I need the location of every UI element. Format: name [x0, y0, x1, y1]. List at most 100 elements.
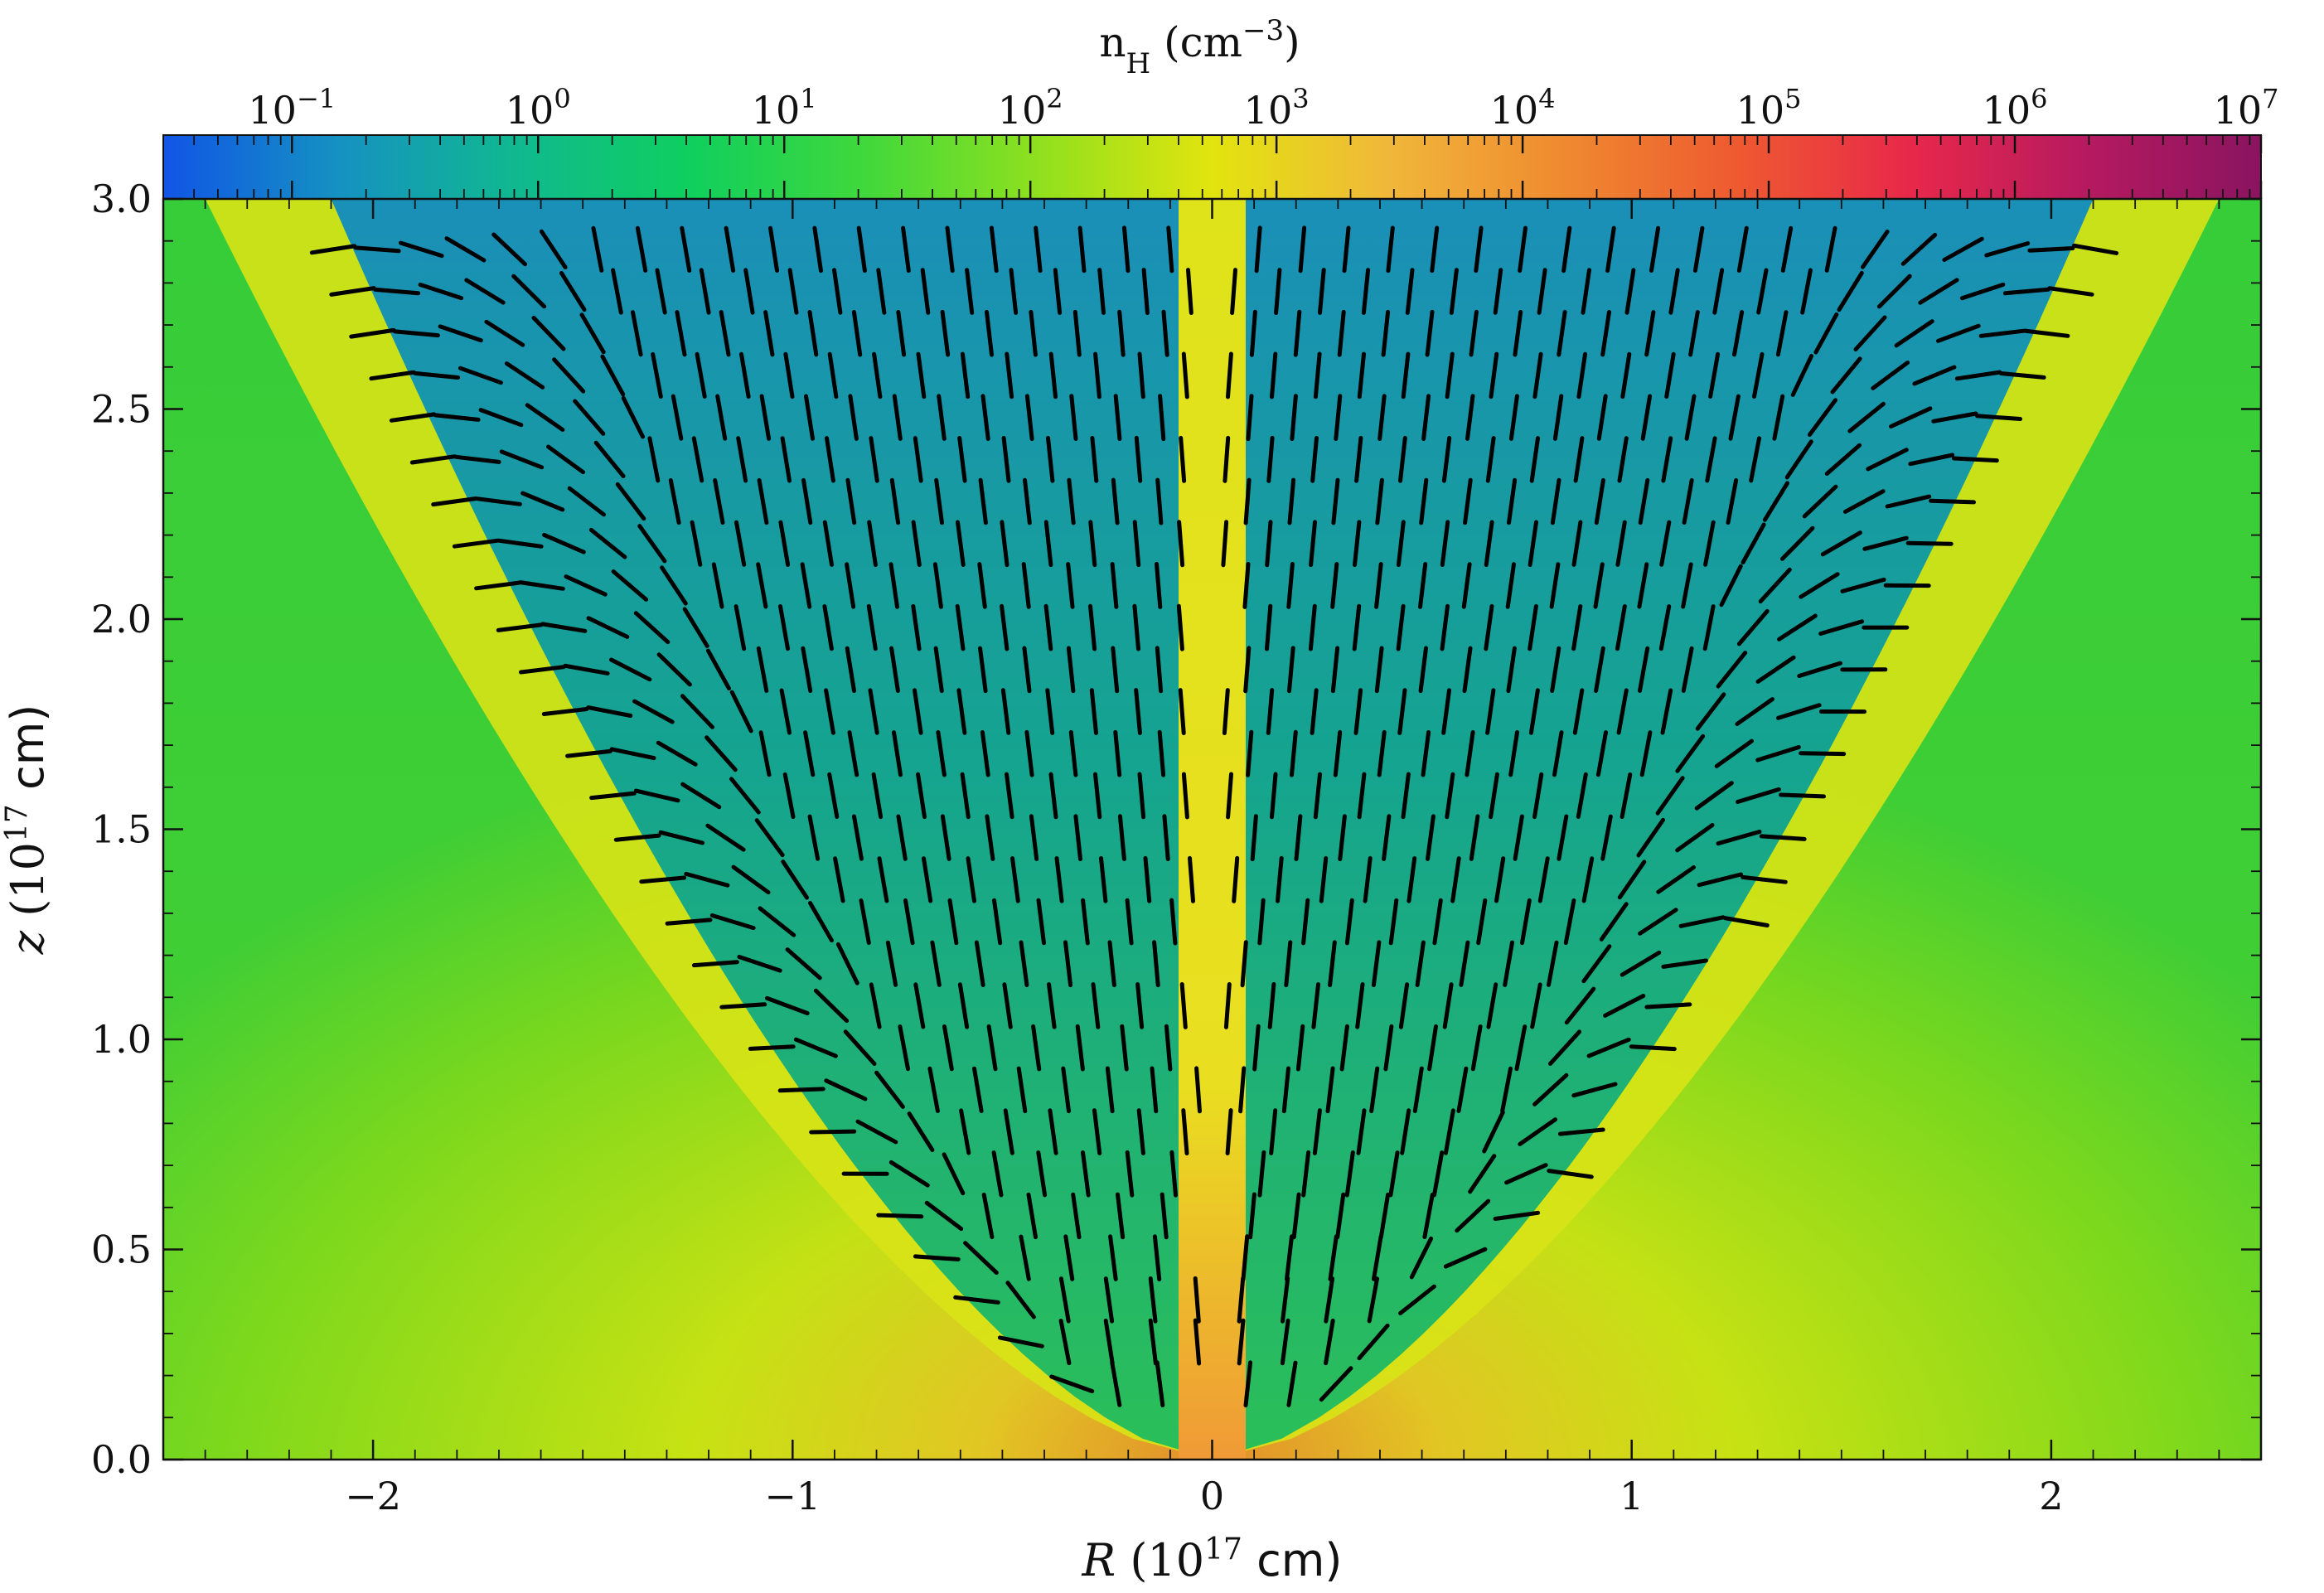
polarization-segment	[1728, 394, 1741, 441]
polarization-segment	[957, 982, 970, 1029]
polarization-segment	[1000, 520, 1009, 568]
polarization-segment	[1361, 268, 1371, 315]
polarization-segment	[866, 603, 878, 651]
polarization-segment	[1092, 1108, 1102, 1155]
polarization-segment	[1465, 394, 1475, 441]
polarization-segment	[1871, 361, 1910, 390]
polarization-segment	[1548, 1029, 1581, 1066]
polarization-segment	[1223, 435, 1231, 483]
polarization-segment	[1134, 688, 1142, 735]
polarization-segment	[1019, 1234, 1031, 1281]
polarization-segment	[1735, 697, 1774, 726]
polarization-segment	[793, 1037, 838, 1058]
polarization-segment	[1377, 729, 1387, 777]
polarization-segment	[945, 225, 955, 274]
polarization-segment	[1790, 354, 1814, 397]
polarization-segment	[1176, 603, 1184, 651]
polarization-segment	[1048, 351, 1058, 399]
y-tick-label: 1.0	[91, 1017, 152, 1062]
polarization-segment	[431, 496, 478, 507]
polarization-segment	[1759, 834, 1807, 841]
polarization-segment	[705, 823, 746, 852]
polarization-segment	[1022, 646, 1032, 694]
polarization-segment	[911, 603, 922, 651]
polarization-segment	[1290, 729, 1298, 777]
y-axis-ticks	[163, 197, 2261, 1461]
polarization-segment	[1489, 351, 1499, 399]
polarization-segment	[1537, 268, 1547, 315]
polarization-segment	[613, 833, 661, 842]
polarization-segment	[491, 232, 527, 267]
polarization-segment	[1333, 729, 1343, 777]
polarization-segment	[1031, 1024, 1042, 1072]
polarization-segment	[824, 1078, 868, 1102]
polarization-segment	[1066, 562, 1075, 609]
polarization-segment	[1800, 268, 1813, 315]
x-tick-label: 2	[2039, 1474, 2063, 1518]
polarization-segment	[1371, 940, 1382, 987]
polarization-segment	[1319, 856, 1329, 903]
polarization-segment	[1975, 414, 2022, 421]
polarization-segment	[671, 394, 684, 441]
polarization-segment	[1861, 230, 1890, 269]
polarization-segment	[1732, 310, 1745, 357]
polarization-segment	[1009, 268, 1019, 315]
polarization-segment	[1675, 823, 1715, 853]
polarization-segment	[520, 491, 565, 512]
polarization-segment	[868, 688, 879, 735]
polarization-segment	[418, 283, 464, 301]
polarization-segment	[916, 351, 927, 399]
polarization-segment	[1557, 310, 1567, 357]
y-tick-label: 1.5	[91, 807, 152, 852]
polarization-segment	[1459, 940, 1470, 987]
polarization-segment	[978, 646, 988, 694]
polarization-segment	[1120, 1024, 1129, 1072]
polarization-segment	[682, 607, 709, 648]
polarization-segment	[586, 616, 630, 639]
polarization-segment	[1257, 898, 1266, 946]
polarization-segment	[1243, 646, 1252, 694]
polarization-segment	[1034, 225, 1043, 274]
polarization-segment	[589, 791, 637, 801]
polarization-segment	[1286, 1360, 1298, 1407]
polarization-segment	[932, 562, 943, 609]
polarization-segment	[1242, 562, 1251, 609]
polarization-segment	[1179, 982, 1188, 1029]
polarization-segment	[1470, 1024, 1483, 1072]
polarization-segment	[1504, 1163, 1548, 1185]
polarization-segment	[452, 538, 500, 549]
polarization-segment	[719, 1002, 767, 1010]
polarization-segment	[1702, 604, 1716, 651]
polarization-segment	[1664, 351, 1676, 399]
polarization-segment	[779, 688, 792, 735]
y-tick-label: 2.5	[91, 387, 152, 432]
polarization-segment	[1441, 436, 1452, 483]
colorbar-label: nH (cm−3)	[1099, 14, 1300, 80]
polarization-segment	[876, 1213, 924, 1219]
polarization-segment	[695, 351, 707, 399]
y-tick-label: 0.0	[91, 1437, 152, 1482]
polarization-segment	[1093, 351, 1101, 399]
polarization-segment	[1005, 772, 1014, 820]
polarization-segment	[1772, 394, 1785, 441]
polarization-segment	[1116, 1192, 1126, 1240]
polarization-segment	[1250, 814, 1258, 862]
polarization-segment	[690, 520, 703, 567]
polarization-segment	[1705, 436, 1717, 483]
polarization-segment	[1266, 688, 1275, 735]
polarization-segment	[1155, 1360, 1165, 1407]
polarization-segment	[1409, 1236, 1434, 1280]
polarization-segment	[1355, 982, 1365, 1029]
polarization-segment	[1799, 572, 1840, 599]
polar-jet-region	[1179, 199, 1246, 1460]
polarization-segment	[934, 477, 944, 525]
polarization-segment	[1615, 520, 1627, 567]
polarization-segment	[1573, 436, 1585, 483]
polarization-segment	[1274, 268, 1282, 315]
polarization-segment	[1862, 535, 1909, 551]
polarization-segment	[833, 856, 845, 903]
polarization-segment	[1638, 477, 1650, 525]
polarization-segment	[1270, 772, 1278, 820]
polarization-segment	[1552, 394, 1564, 441]
polarization-segment	[1405, 268, 1415, 315]
